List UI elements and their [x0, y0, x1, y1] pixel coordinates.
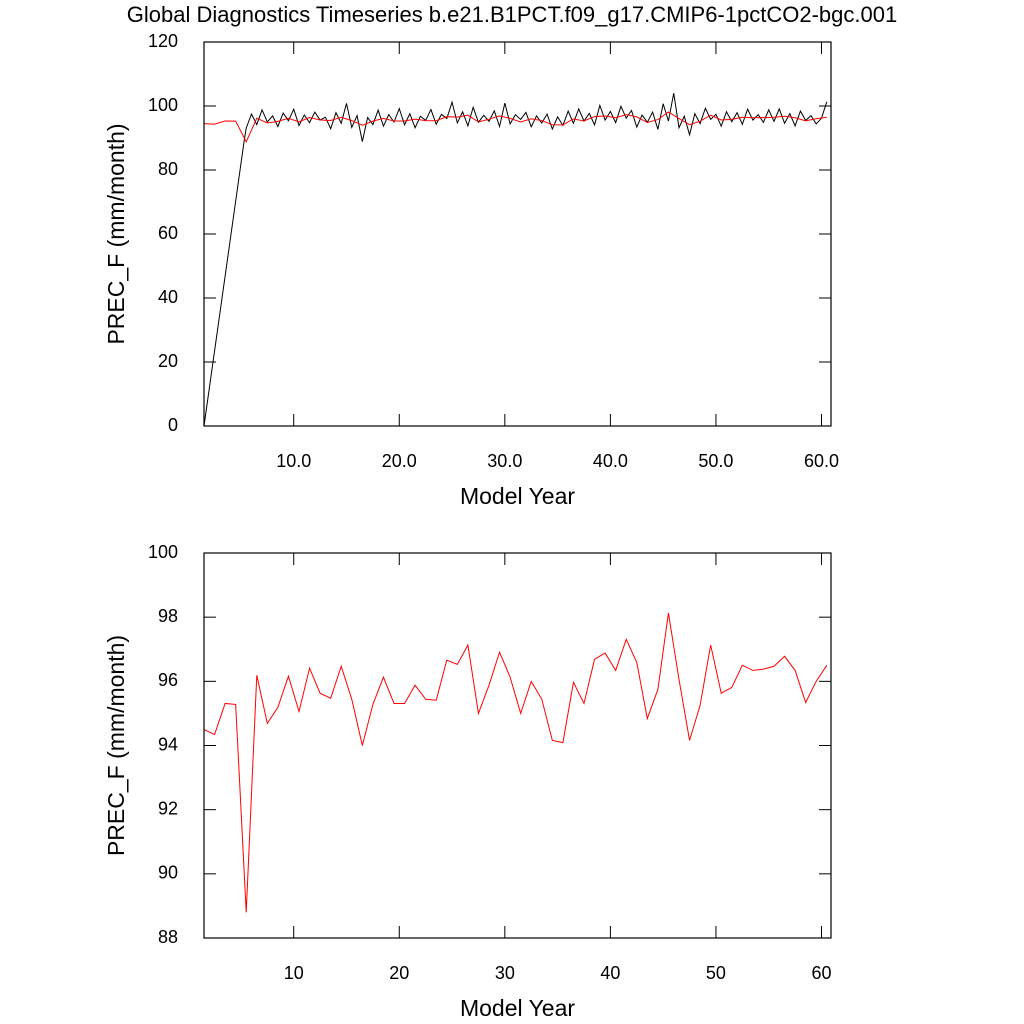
- plot-frame: [203, 41, 832, 427]
- y-axis-label: PREC_F (mm/month): [103, 635, 129, 856]
- x-tick-label: 20.0: [382, 451, 417, 471]
- data-line: [203, 93, 828, 427]
- y-tick-label: 92: [158, 798, 178, 818]
- y-tick-label: 90: [158, 863, 178, 883]
- x-tick-label: 30.0: [487, 451, 522, 471]
- y-axis-label: PREC_F (mm/month): [103, 123, 129, 344]
- y-tick-label: 60: [158, 223, 178, 243]
- chart-title: Global Diagnostics Timeseries b.e21.B1PC…: [127, 2, 897, 27]
- y-tick-label: 94: [158, 734, 178, 754]
- y-tick-label: 88: [158, 927, 178, 947]
- y-tick-label: 20: [158, 351, 178, 371]
- x-tick-label: 10.0: [276, 451, 311, 471]
- x-tick-label: 60: [811, 963, 831, 983]
- x-tick-label: 10: [284, 963, 304, 983]
- x-axis-label: Model Year: [460, 483, 575, 509]
- data-line: [203, 612, 828, 913]
- data-line: [203, 111, 827, 144]
- plot-frame: [203, 552, 832, 939]
- y-tick-label: 100: [148, 542, 178, 562]
- y-tick-label: 100: [148, 95, 178, 115]
- y-tick-label: 0: [168, 415, 178, 435]
- x-tick-label: 50: [706, 963, 726, 983]
- x-tick-label: 50.0: [698, 451, 733, 471]
- y-tick-label: 120: [148, 31, 178, 51]
- x-axis-label: Model Year: [460, 995, 575, 1021]
- x-tick-label: 30: [495, 963, 515, 983]
- x-tick-label: 20: [389, 963, 409, 983]
- y-tick-label: 96: [158, 670, 178, 690]
- y-tick-label: 98: [158, 606, 178, 626]
- x-tick-label: 40.0: [593, 451, 628, 471]
- y-tick-label: 40: [158, 287, 178, 307]
- y-tick-label: 80: [158, 159, 178, 179]
- x-tick-label: 40: [600, 963, 620, 983]
- x-tick-label: 60.0: [804, 451, 839, 471]
